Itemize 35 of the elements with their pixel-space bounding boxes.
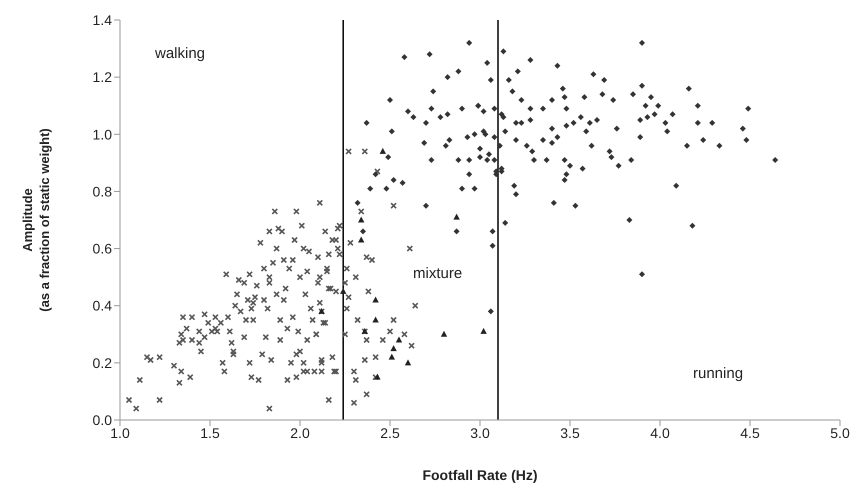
y-tick-label: 0.0: [92, 412, 112, 428]
point: [440, 330, 448, 337]
x-tick-label: 5.0: [830, 424, 850, 441]
annotation: mixture: [413, 265, 462, 282]
y-tick-label: 0.4: [92, 298, 112, 314]
point: [358, 236, 364, 242]
x-tick-label: 4.5: [740, 424, 760, 441]
annotation: walking: [155, 45, 206, 62]
x-tick-label: 3.0: [470, 424, 490, 441]
x-tick-label: 1.5: [200, 424, 220, 441]
x-tick-label: 2.5: [380, 424, 400, 441]
annotation: running: [693, 365, 744, 382]
x-tick-label: 3.5: [560, 424, 580, 441]
point: [404, 359, 412, 366]
y-tick-label: 0.8: [92, 183, 112, 200]
point: [380, 148, 386, 154]
y-tick-label: 1.0: [92, 126, 112, 142]
point: [372, 296, 379, 302]
point: [358, 216, 364, 222]
x-axis-title: Footfall Rate (Hz): [422, 467, 538, 483]
point: [480, 328, 487, 334]
y-tick-label: 0.6: [92, 240, 112, 257]
x-tick-label: 2.0: [290, 424, 310, 441]
y-tick-label: 1.4: [92, 12, 112, 28]
y-axis-title: Amplitude (as a fraction of static weight): [20, 128, 52, 312]
point: [390, 345, 397, 352]
x-tick-label: 1.0: [110, 424, 130, 441]
point: [453, 214, 460, 220]
point: [388, 354, 395, 360]
point: [372, 316, 379, 322]
x-tick-label: 4.0: [650, 424, 670, 441]
y-tick-label: 1.2: [92, 69, 112, 86]
point: [340, 288, 346, 294]
y-tick-label: 0.2: [92, 354, 112, 371]
point: [396, 336, 402, 342]
